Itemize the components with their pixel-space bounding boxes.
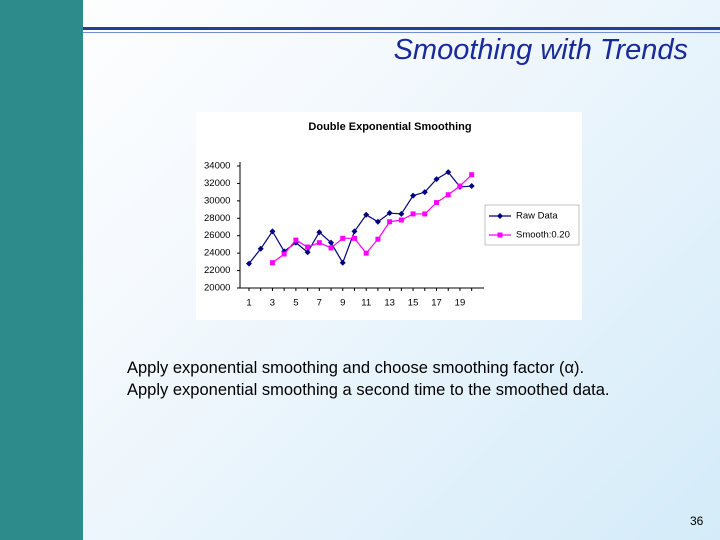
x-tick-label: 17 xyxy=(431,298,442,309)
x-tick-label: 9 xyxy=(340,298,345,309)
y-tick-label: 20000 xyxy=(204,283,230,294)
data-point xyxy=(387,219,393,225)
x-tick-label: 5 xyxy=(293,298,298,309)
data-point xyxy=(316,240,322,246)
page-number: 36 xyxy=(690,514,704,528)
data-point xyxy=(374,218,381,225)
x-tick-label: 3 xyxy=(270,298,275,309)
x-tick-label: 19 xyxy=(455,298,466,309)
y-tick-label: 24000 xyxy=(204,248,230,259)
side-bar xyxy=(0,0,83,540)
y-tick-label: 30000 xyxy=(204,195,230,206)
data-point xyxy=(386,210,393,217)
data-point xyxy=(351,235,357,241)
legend-label: Raw Data xyxy=(516,211,558,222)
x-tick-label: 15 xyxy=(408,298,419,309)
data-point xyxy=(328,245,334,251)
title-rule xyxy=(83,27,720,30)
y-tick-label: 26000 xyxy=(204,230,230,241)
y-tick-label: 22000 xyxy=(204,265,230,276)
data-point xyxy=(351,228,358,235)
data-point xyxy=(316,229,323,236)
body-line: Apply exponential smoothing and choose s… xyxy=(127,359,585,377)
data-point xyxy=(410,211,416,217)
data-point xyxy=(398,217,404,223)
x-tick-label: 1 xyxy=(246,298,251,309)
data-point xyxy=(434,200,440,206)
x-tick-label: 11 xyxy=(361,298,371,309)
x-tick-label: 7 xyxy=(317,298,322,309)
data-point xyxy=(433,176,440,183)
data-point xyxy=(304,249,311,256)
data-point xyxy=(281,251,287,257)
data-point xyxy=(293,237,299,243)
data-point xyxy=(445,192,451,198)
data-point xyxy=(340,235,346,241)
chart: Double Exponential Smoothing 20000 22000 2… xyxy=(196,112,582,320)
data-point xyxy=(339,259,346,266)
series-line xyxy=(248,171,472,265)
data-point xyxy=(363,250,369,256)
legend-label: Smooth:0.20 xyxy=(516,230,570,241)
y-tick-label: 32000 xyxy=(204,178,230,189)
data-point xyxy=(469,172,475,178)
data-point xyxy=(269,260,275,266)
data-point xyxy=(457,183,463,189)
data-point xyxy=(445,169,452,176)
data-point xyxy=(305,244,311,250)
x-tick-label: 13 xyxy=(384,298,395,309)
data-point xyxy=(269,228,276,235)
y-tick-label: 28000 xyxy=(204,213,230,224)
legend-marker xyxy=(497,232,503,238)
slide-title: Smoothing with Trends xyxy=(393,34,688,66)
data-point xyxy=(468,183,475,190)
data-point xyxy=(375,236,381,242)
legend-box xyxy=(484,204,580,246)
body-text: Apply exponential smoothing and choose s… xyxy=(127,357,609,401)
legend-marker xyxy=(497,213,503,219)
data-point xyxy=(410,192,417,199)
data-point xyxy=(398,210,405,217)
data-point xyxy=(363,211,370,218)
data-point xyxy=(257,245,264,252)
data-point xyxy=(422,211,428,217)
data-point xyxy=(421,189,428,196)
title-rule xyxy=(83,32,720,33)
chart-title: Double Exponential Smoothing xyxy=(308,121,471,133)
y-tick-label: 34000 xyxy=(204,161,230,172)
data-point xyxy=(328,239,335,246)
data-point xyxy=(246,260,252,267)
body-line: Apply exponential smoothing a second tim… xyxy=(127,381,610,399)
